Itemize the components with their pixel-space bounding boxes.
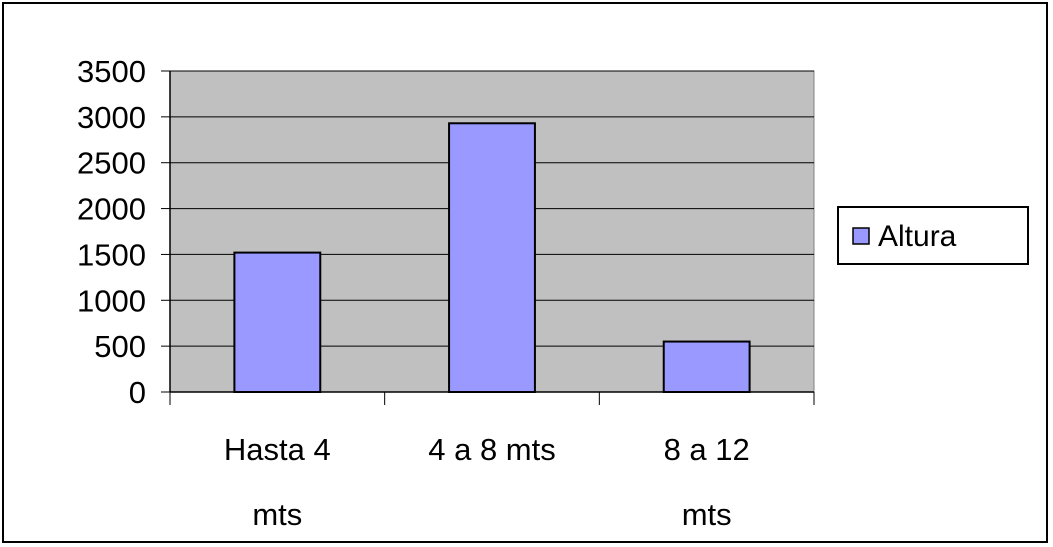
- legend-label: Altura: [878, 220, 957, 253]
- y-tick-label: 1500: [77, 237, 146, 272]
- legend-swatch: [852, 227, 870, 245]
- y-tick-label: 2500: [77, 146, 146, 181]
- y-tick-label: 2000: [77, 192, 146, 227]
- bar: [662, 340, 751, 393]
- bar: [448, 122, 536, 394]
- x-tick-label: mts: [252, 497, 302, 532]
- legend: Altura: [837, 206, 1029, 265]
- bars: [233, 122, 751, 394]
- y-tick-label: 3500: [77, 54, 146, 89]
- axes: [161, 70, 815, 405]
- y-tick-label: 0: [129, 375, 146, 410]
- bar: [233, 251, 322, 393]
- x-tick-label: mts: [682, 497, 732, 532]
- y-tick-label: 1000: [77, 283, 146, 318]
- x-tick-label: 4 a 8 mts: [428, 432, 556, 467]
- tick-labels: 0 500 1000 1500 2000 2500 3000 3500 Hasta 4 mts 4 …: [77, 54, 750, 532]
- y-tick-label: 500: [94, 329, 146, 364]
- x-tick-label: 8 a 12: [664, 432, 750, 467]
- y-tick-label: 3000: [77, 100, 146, 135]
- x-tick-label: Hasta 4: [224, 432, 331, 467]
